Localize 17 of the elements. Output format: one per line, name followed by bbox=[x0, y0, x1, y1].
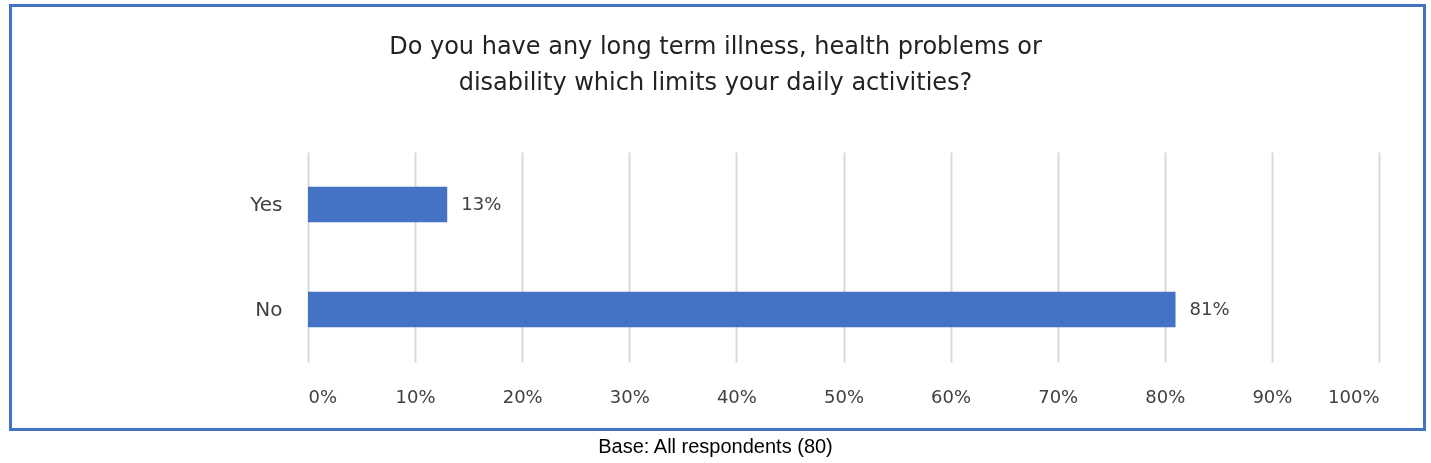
data-label: 13% bbox=[461, 192, 502, 214]
x-tick-label: 50% bbox=[823, 385, 865, 407]
y-tick-label: No bbox=[255, 296, 283, 321]
x-tick-label: 70% bbox=[1038, 385, 1079, 407]
chart-title: Do you have any long term illness, health problems or disability which limits your daily activities? bbox=[388, 31, 1043, 98]
y-tick-label: Yes bbox=[249, 191, 283, 216]
x-tick-label: 40% bbox=[716, 385, 757, 407]
x-tick-label: 80% bbox=[1145, 385, 1186, 407]
data-label: 81% bbox=[1189, 297, 1230, 319]
x-tick-label: 0% bbox=[308, 385, 338, 407]
x-tick-label: 30% bbox=[609, 385, 650, 407]
x-tick-label: 90% bbox=[1252, 385, 1293, 407]
x-tick-label: 100% bbox=[1328, 385, 1380, 407]
x-tick-label: 20% bbox=[502, 385, 543, 407]
x-tick-label: 60% bbox=[931, 385, 972, 407]
x-tick-label: 10% bbox=[395, 385, 436, 407]
text: Base: All respondents (80) bbox=[597, 435, 834, 458]
